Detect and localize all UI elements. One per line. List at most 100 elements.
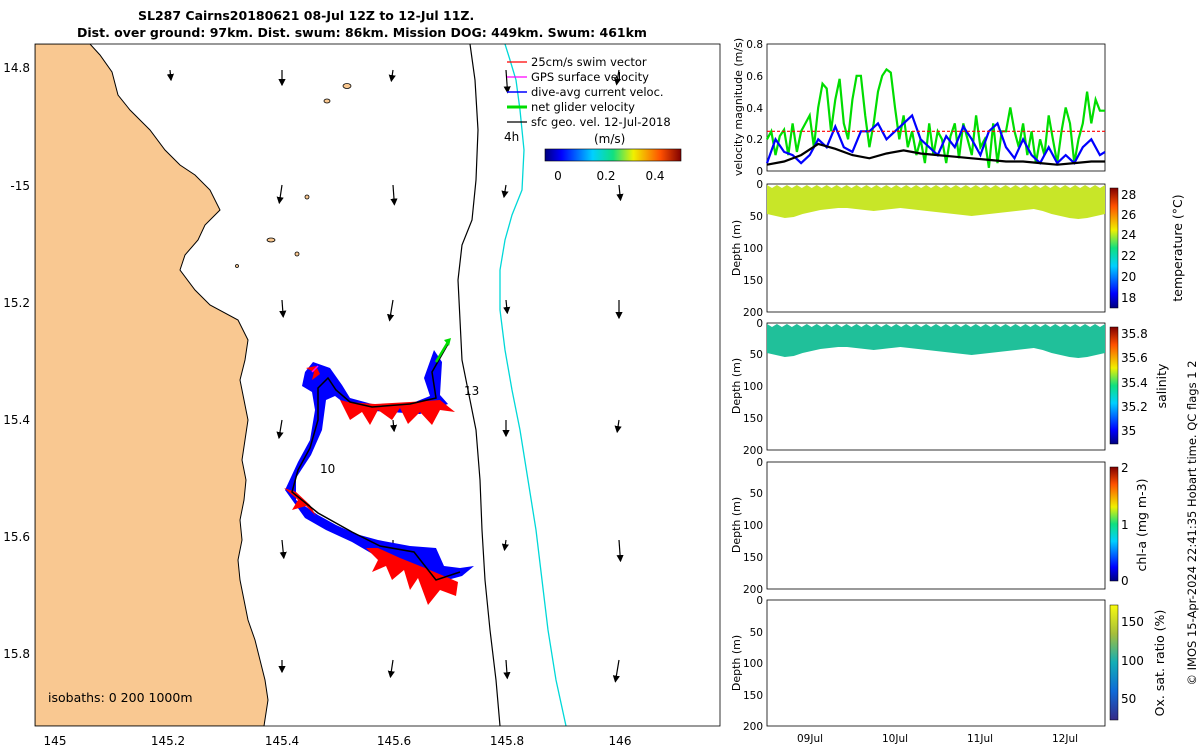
temperature-panel: 0 50 100 150 200 Depth (m) 28 26 24 22 2… — [730, 179, 1185, 319]
depth-tick: 50 — [750, 488, 763, 500]
temperature-ylabel: Depth (m) — [730, 220, 743, 276]
geo-arrow — [612, 659, 620, 683]
day-label-10: 10 — [320, 462, 335, 476]
depth-tick: 200 — [743, 721, 763, 733]
cb-tick: 35.8 — [1121, 327, 1148, 341]
net-velocity-green-head — [444, 338, 451, 346]
oxygen-y-ticks: 0 50 100 150 200 — [743, 595, 763, 733]
salinity-section — [767, 324, 1105, 358]
geo-arrow — [279, 539, 287, 560]
geo-arrow — [501, 539, 509, 552]
temperature-section — [767, 185, 1105, 219]
depth-tick: 150 — [743, 690, 763, 702]
cb-tick: 22 — [1121, 249, 1136, 263]
velocity-line-sfc-geo-vel- — [766, 142, 1105, 166]
cb-tick: 20 — [1121, 270, 1136, 284]
oxygen-panel: 0 50 100 150 200 Depth (m) 150 100 50 Ox… — [730, 595, 1167, 745]
depth-tick: 200 — [743, 584, 763, 596]
legend-label: dive-avg current veloc. — [531, 85, 664, 99]
depth-tick: 50 — [750, 211, 763, 223]
depth-tick: 50 — [750, 627, 763, 639]
cb-tick: 24 — [1121, 228, 1136, 242]
cb-tick: 18 — [1121, 291, 1136, 305]
salinity-panel: 0 50 100 150 200 Depth (m) 35.8 35.6 35.… — [730, 318, 1169, 457]
velocity-y-tick: 0.8 — [746, 39, 763, 51]
map-x-tick: 145.8 — [490, 734, 524, 748]
chl-colorbar — [1109, 466, 1119, 582]
geo-arrow — [616, 539, 624, 563]
depth-tick: 50 — [750, 349, 763, 361]
map-x-tick: 145.6 — [377, 734, 411, 748]
figure-title-line2: Dist. over ground: 97km. Dist. swum: 86k… — [77, 25, 647, 40]
geo-arrow — [616, 184, 624, 202]
depth-tick: 0 — [756, 595, 763, 607]
geo-arrow — [390, 184, 398, 206]
map-x-tick: 145 — [44, 734, 67, 748]
legend-label: GPS surface velocity — [531, 70, 649, 84]
small-islands — [235, 83, 352, 268]
speed-colorbar: (m/s) 0 0.2 0.4 — [544, 132, 682, 183]
map-frame — [34, 43, 721, 727]
depth-tick: 100 — [743, 520, 763, 532]
temperature-cb-ticks: 28 26 24 22 20 18 — [1121, 188, 1136, 305]
oxygen-ylabel: Depth (m) — [730, 635, 743, 691]
map-y-ticks: 14.8 -15 15.2 15.4 15.6 15.8 — [3, 61, 30, 661]
depth-tick: 0 — [756, 318, 763, 330]
colorbar-title: (m/s) — [594, 132, 625, 146]
glider-track — [284, 338, 474, 605]
time-x-ticks: 09Jul 10Jul 11Jul 12Jul — [797, 733, 1078, 745]
gps-velocity-magenta — [311, 365, 319, 373]
cb-tick: 50 — [1121, 692, 1136, 706]
time-tick: 12Jul — [1052, 733, 1078, 745]
geo-arrow — [614, 419, 622, 434]
map-legend: 25cm/s swim vector GPS surface velocity … — [507, 55, 671, 129]
cb-tick: 35.4 — [1121, 376, 1148, 390]
temperature-y-ticks: 0 50 100 150 200 — [743, 179, 763, 319]
velocity-y-ticks: 0 0.2 0.4 0.6 0.8 — [746, 39, 763, 178]
geo-arrow — [276, 419, 284, 440]
velocity-frame — [766, 43, 1106, 172]
map-x-ticks: 145 145.2 145.4 145.6 145.8 146 — [44, 734, 632, 748]
depth-tick: 0 — [756, 457, 763, 469]
cb-tick: 2 — [1121, 461, 1129, 475]
time-tick: 11Jul — [967, 733, 993, 745]
map-y-tick: 15.8 — [3, 647, 30, 661]
map-y-tick: -15 — [10, 179, 30, 193]
geo-arrow — [276, 184, 284, 205]
colorbar-tick: 0.4 — [645, 169, 664, 183]
depth-tick: 150 — [743, 275, 763, 287]
salinity-y-ticks: 0 50 100 150 200 — [743, 318, 763, 457]
geo-arrow — [503, 659, 511, 680]
map-y-tick: 15.4 — [3, 413, 30, 427]
map-panel: 4h 13 10 isobaths: 0 200 1000m 145 145.2… — [3, 43, 721, 748]
chl-ylabel: Depth (m) — [730, 497, 743, 553]
geo-arrow — [501, 184, 509, 199]
velocity-y-tick: 0.6 — [746, 71, 763, 83]
net-velocity-green — [434, 341, 450, 363]
cb-tick: 150 — [1121, 615, 1144, 629]
velocity-ylabel: velocity magnitude (m/s) — [732, 38, 745, 176]
legend-label: 25cm/s swim vector — [531, 55, 647, 69]
cb-tick: 28 — [1121, 188, 1136, 202]
legend-label: sfc geo. vel. 12-Jul-2018 — [531, 115, 671, 129]
track-line-black — [291, 343, 461, 581]
chl-y-ticks: 0 50 100 150 200 — [743, 457, 763, 596]
salinity-colorbar — [1109, 326, 1119, 445]
depth-tick: 100 — [743, 381, 763, 393]
depth-tick: 0 — [756, 179, 763, 191]
figure-title-line1: SL287 Cairns20180621 08-Jul 12Z to 12-Ju… — [138, 8, 475, 23]
velocity-chart: 0 0.2 0.4 0.6 0.8 velocity magnitude (m/… — [732, 38, 1106, 178]
cb-tick: 26 — [1121, 208, 1136, 222]
velocity-y-tick: 0.2 — [746, 134, 763, 146]
isobath-black — [457, 44, 501, 726]
oxygen-cb-label: Ox. sat. ratio (%) — [1152, 610, 1167, 717]
colorbar-tick: 0.2 — [596, 169, 615, 183]
velocity-series — [765, 67, 1106, 168]
geo-velocity-arrows — [166, 69, 624, 683]
map-y-tick: 14.8 — [3, 61, 30, 75]
geo-arrow — [166, 69, 174, 82]
legend-label: net glider velocity — [531, 100, 635, 114]
oxygen-cb-ticks: 150 100 50 — [1121, 615, 1144, 706]
chl-cb-ticks: 2 1 0 — [1121, 461, 1129, 588]
